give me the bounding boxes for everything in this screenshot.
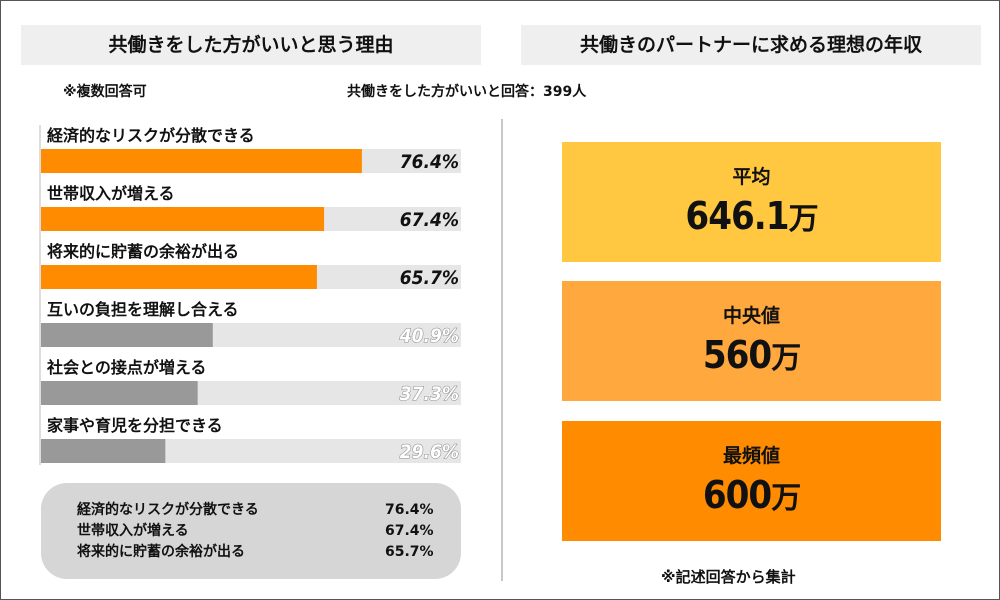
- stat-value: 560万: [702, 333, 801, 377]
- bar: [41, 381, 198, 405]
- summary-value: 76.4%: [385, 502, 434, 518]
- left-section-header: 共働きをした方がいいと思う理由: [21, 25, 481, 65]
- respondent-count-note: 共働きをした方がいいと回答：399人: [347, 84, 587, 100]
- bar-value-label: 29.6%: [400, 441, 459, 463]
- right-section-header: 共働きのパートナーに求める理想の年収: [521, 25, 981, 65]
- summary-label: 世帯収入が増える: [77, 523, 189, 539]
- stat-value: 600万: [702, 473, 801, 517]
- bar: [41, 439, 166, 463]
- bar-value-label: 37.3%: [400, 383, 459, 405]
- summary-value: 67.4%: [385, 523, 434, 539]
- summary-value: 65.7%: [385, 544, 434, 560]
- bar-category-label: 家事や育児を分担できる: [47, 416, 223, 435]
- bar-category-label: 社会との接点が増える: [46, 358, 206, 377]
- bar-value-label: 40.9%: [399, 325, 459, 347]
- median-income-box: 中央値 560万: [562, 281, 941, 401]
- bar: [41, 207, 325, 231]
- bar-category-label: 互いの負担を理解し合える: [47, 300, 239, 319]
- bar-value-label: 67.4%: [400, 209, 459, 231]
- stat-label: 中央値: [722, 305, 780, 327]
- stat-label: 最頻値: [722, 445, 780, 467]
- multiple-answer-note: ※複数回答可: [63, 84, 147, 100]
- summary-label: 将来的に貯蓄の余裕が出る: [77, 544, 245, 560]
- bar-category-label: 世帯収入が増える: [47, 184, 175, 203]
- average-income-box: 平均 646.1万: [562, 142, 941, 262]
- stat-value: 646.1万: [685, 194, 818, 238]
- stat-label: 平均: [732, 166, 771, 188]
- top-reasons-summary: 経済的なリスクが分散できる 76.4% 世帯収入が増える 67.4% 将来的に貯…: [41, 483, 461, 579]
- bar: [41, 149, 362, 173]
- summary-label: 経済的なリスクが分散できる: [77, 502, 259, 518]
- bar: [41, 265, 317, 289]
- bar-value-label: 76.4%: [400, 151, 459, 173]
- bar: [41, 323, 213, 347]
- mode-income-box: 最頻値 600万: [562, 421, 941, 541]
- bar-category-label: 将来的に貯蓄の余裕が出る: [47, 242, 239, 261]
- bar-value-label: 65.7%: [400, 267, 459, 289]
- bar-category-label: 経済的なリスクが分散できる: [47, 126, 255, 145]
- reasons-bar-chart: 経済的なリスクが分散できる 76.4% 世帯収入が増える 67.4% 将来的に貯蓄の余裕…: [39, 125, 461, 465]
- footnote: ※記述回答から集計: [661, 568, 796, 586]
- section-divider: [501, 119, 503, 581]
